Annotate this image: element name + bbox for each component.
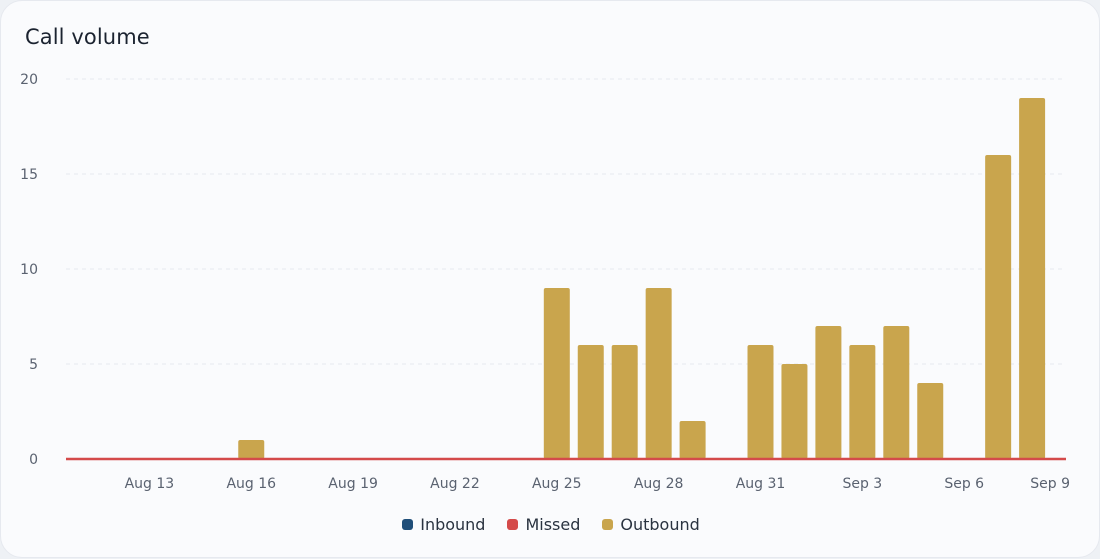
legend-item-missed[interactable]: Missed	[507, 515, 580, 534]
x-tick-label: Aug 19	[328, 476, 378, 492]
legend-swatch-inbound	[402, 519, 414, 530]
x-tick-label: Aug 13	[125, 476, 175, 492]
bar-outbound	[577, 345, 604, 459]
x-tick-label: Sep 6	[944, 476, 984, 492]
x-tick-label: Aug 28	[634, 476, 684, 492]
bar-outbound	[985, 155, 1012, 459]
legend-label-outbound: Outbound	[620, 515, 700, 534]
legend-item-outbound[interactable]: Outbound	[602, 515, 700, 534]
chart-title: Call volume	[25, 25, 150, 49]
legend-label-missed: Missed	[525, 515, 581, 534]
bar-outbound	[883, 326, 910, 459]
y-tick-label: 15	[20, 167, 38, 183]
bar-outbound	[781, 364, 808, 459]
legend-label-inbound: Inbound	[420, 515, 486, 534]
legend-item-inbound[interactable]: Inbound	[402, 515, 485, 534]
x-tick-label: Aug 31	[736, 476, 786, 492]
bar-outbound	[917, 383, 944, 459]
bar-outbound	[543, 288, 570, 459]
legend-swatch-missed	[507, 519, 519, 530]
bar-outbound	[747, 345, 774, 459]
bar-outbound	[679, 421, 706, 459]
bar-outbound	[849, 345, 876, 459]
bar-outbound	[645, 288, 672, 459]
y-tick-label: 5	[29, 357, 38, 373]
x-tick-label: Aug 16	[226, 476, 276, 492]
x-tick-label: Sep 9	[1030, 476, 1070, 492]
chart-legend: Inbound Missed Outbound	[1, 515, 1100, 534]
y-tick-label: 20	[20, 72, 38, 88]
bar-outbound	[238, 440, 265, 459]
x-tick-label: Aug 22	[430, 476, 480, 492]
x-tick-label: Aug 25	[532, 476, 582, 492]
y-tick-label: 10	[20, 262, 38, 278]
bar-outbound	[1019, 98, 1046, 459]
bar-outbound	[611, 345, 638, 459]
x-tick-label: Sep 3	[842, 476, 882, 492]
bar-outbound	[815, 326, 842, 459]
y-tick-label: 0	[29, 452, 38, 468]
legend-swatch-outbound	[602, 519, 614, 530]
